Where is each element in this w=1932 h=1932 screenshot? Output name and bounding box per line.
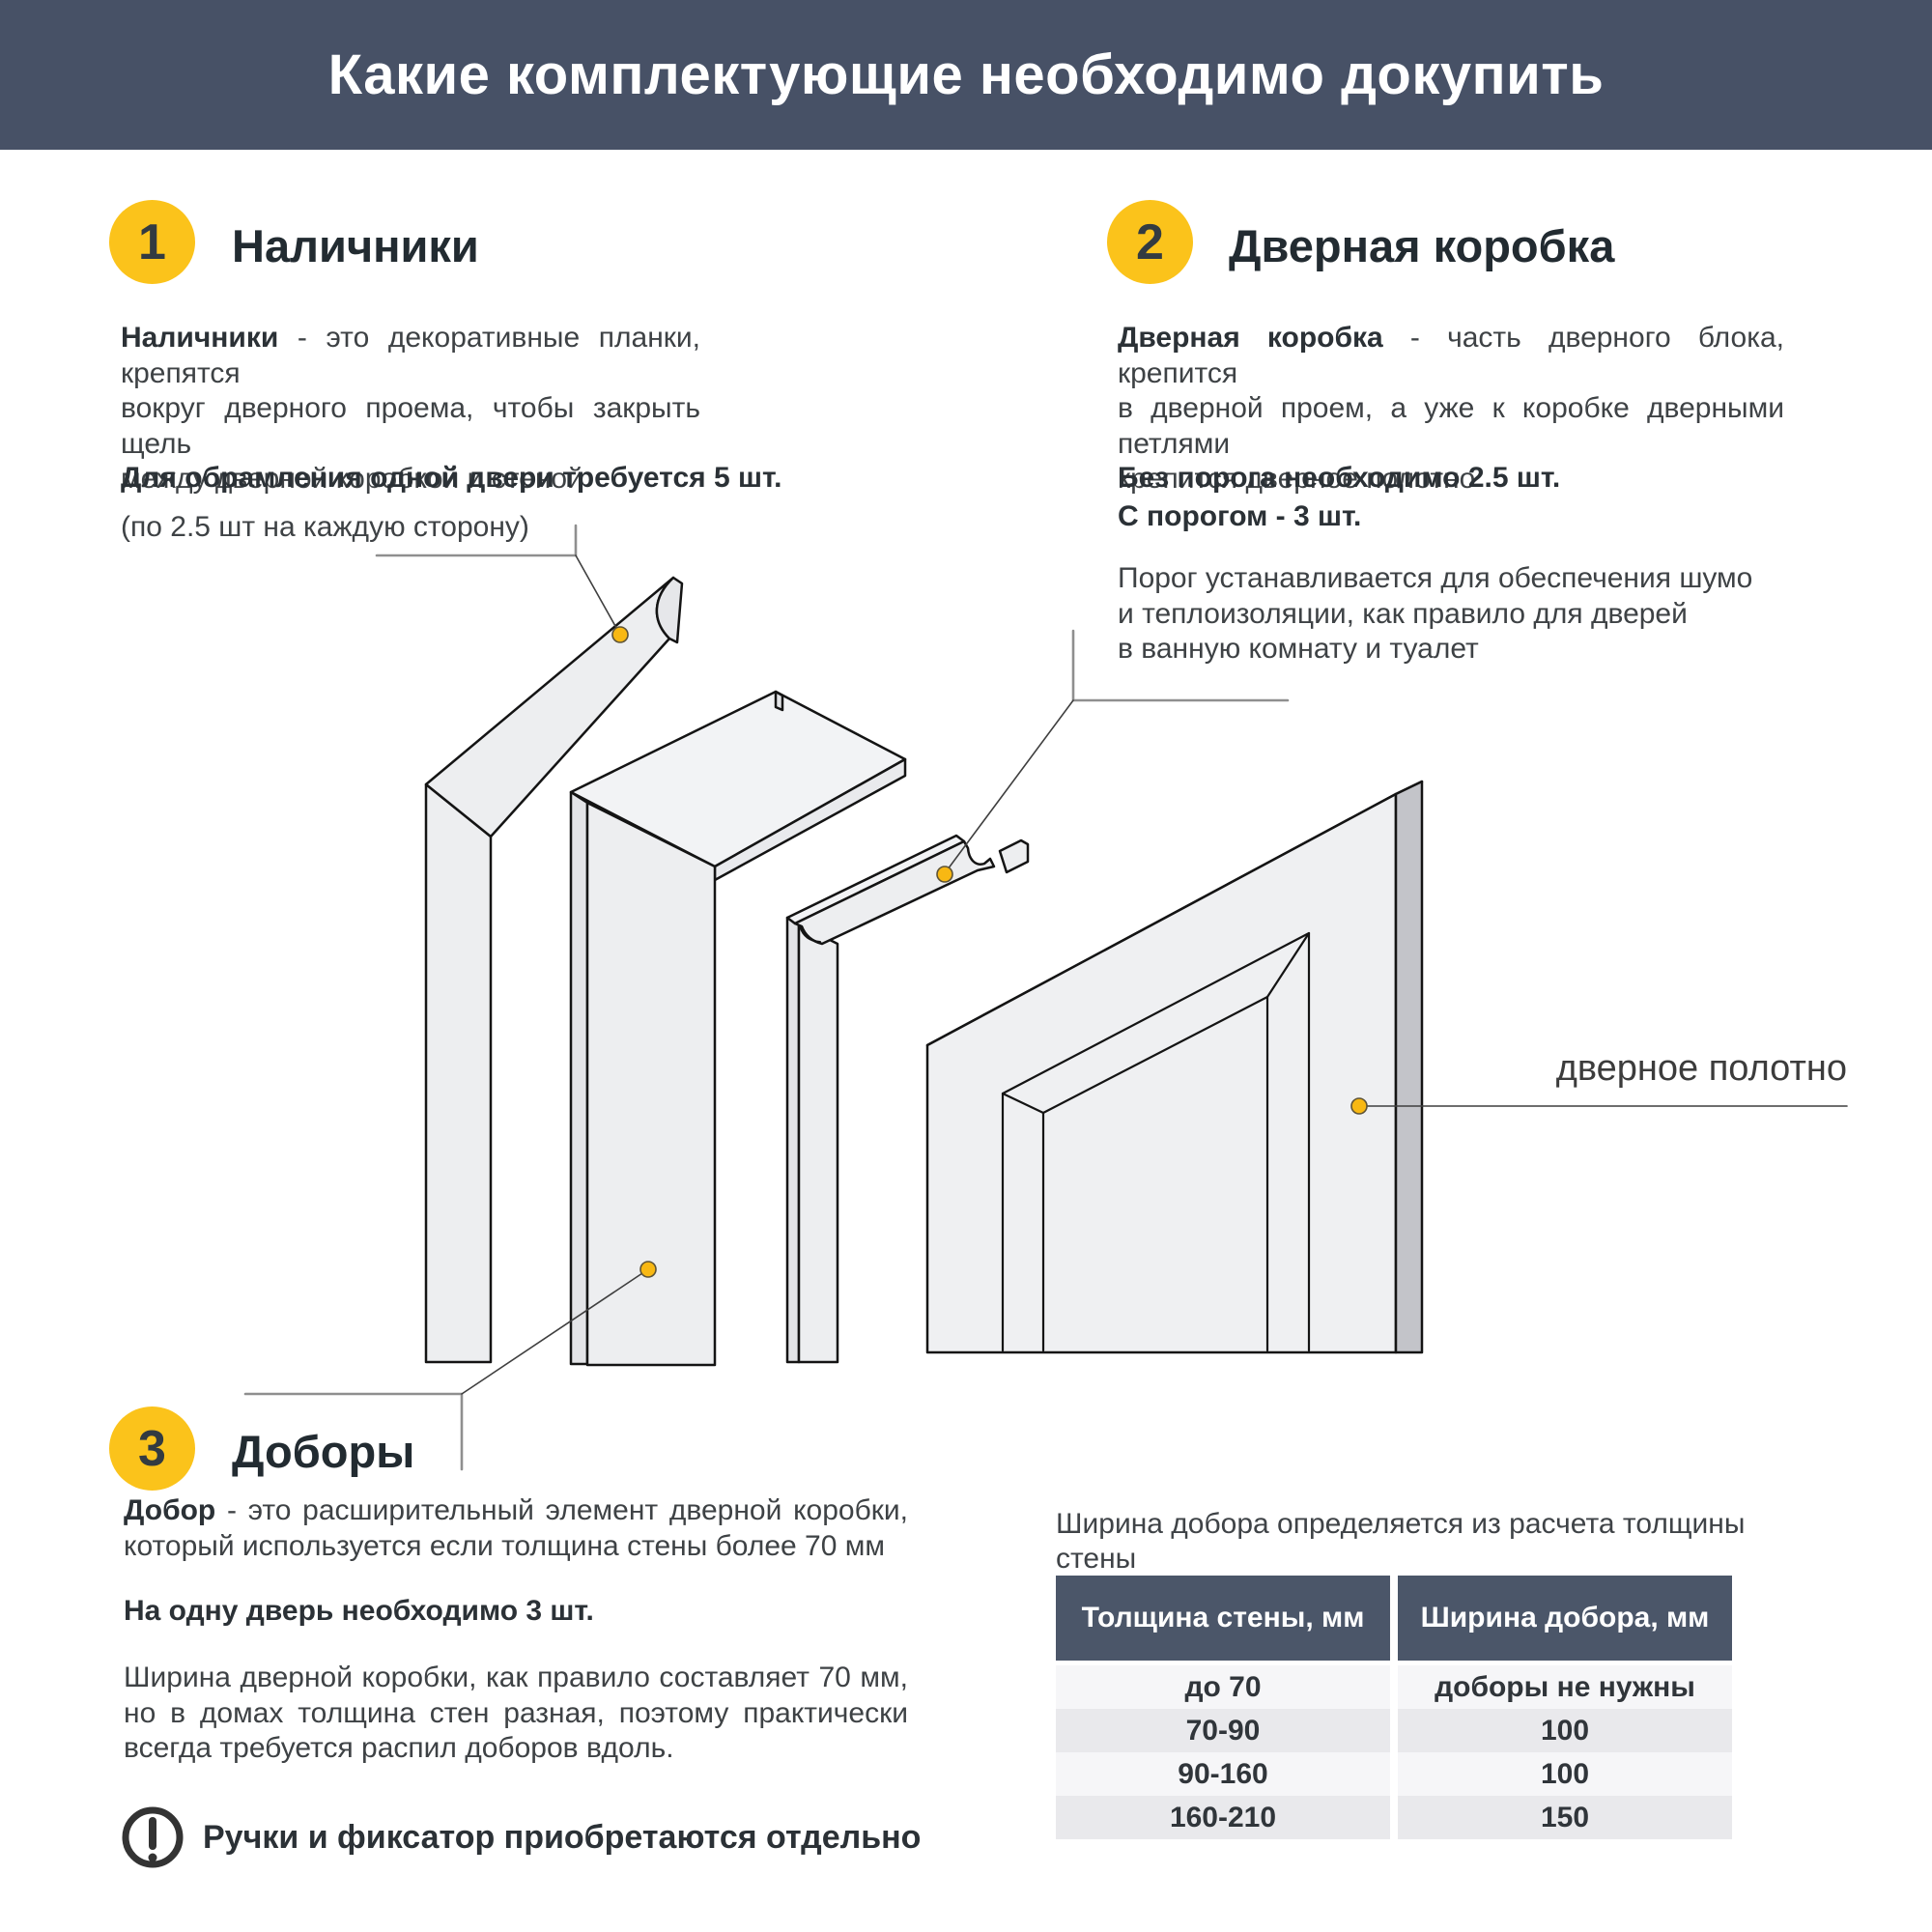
- frame-threshold-tab: [998, 838, 1030, 874]
- section-3-number: 3: [138, 1420, 166, 1477]
- threshold-leader-line: [944, 699, 1074, 874]
- table-cell: 100: [1398, 1709, 1732, 1752]
- door-leaf-piece: [925, 780, 1424, 1354]
- section-1-badge: 1: [109, 200, 195, 284]
- leaf-front-face: [925, 792, 1398, 1354]
- section-1-paragraph: Наличники - это декоративные планки, кре…: [121, 321, 700, 497]
- door-leaf-label: дверное полотно: [1555, 1048, 1847, 1089]
- paragraph-line: Добор - это расширительный элемент дверн…: [124, 1494, 908, 1526]
- section-3-title: Доборы: [232, 1426, 415, 1477]
- extension-width-table: Толщина стены, мм Ширина добора, мм до 7…: [1056, 1576, 1732, 1839]
- term-extension: Добор: [124, 1494, 216, 1526]
- leaf-recess-outer: [1001, 931, 1311, 1352]
- section-1-number: 1: [138, 213, 166, 270]
- section-2-badge: 2: [1107, 200, 1193, 284]
- term-casings: Наличники: [121, 322, 279, 354]
- casing-leader-line: [575, 554, 621, 636]
- threshold-note: Порог устанавливается для обеспечения шу…: [1118, 562, 1753, 665]
- frame-side-sliver: [785, 916, 801, 1364]
- section-2-title: Дверная коробка: [1229, 220, 1615, 271]
- threshold-marker-dot: [936, 866, 953, 883]
- section-2-paragraph: Дверная коробка - часть дверного блока, …: [1118, 321, 1784, 497]
- exclamation-icon: [122, 1806, 184, 1868]
- leaf-miter-bottom-left: [1001, 1092, 1045, 1115]
- paragraph-line: между дверной коробкой и стеной: [121, 463, 583, 495]
- casing-vertical-plank: [424, 782, 493, 1364]
- paragraph-line: Ширина дверной коробки, как правило сост…: [124, 1662, 908, 1693]
- extension-back-tab: [774, 690, 784, 712]
- table-cell: до 70: [1056, 1665, 1390, 1709]
- table-cell: 160-210: [1056, 1796, 1390, 1839]
- page-header: Какие комплектующие необходимо докупить: [0, 0, 1932, 150]
- table-cell: доборы не нужны: [1398, 1665, 1732, 1709]
- casing-piece: [424, 576, 684, 1364]
- casing-marker-dot: [611, 626, 629, 643]
- leaf-side-face: [1394, 780, 1424, 1354]
- warning-text: Ручки и фиксатор приобретаются отдельно: [203, 1819, 922, 1856]
- paragraph-line: Дверная коробка - часть дверного блока, …: [1118, 322, 1784, 389]
- page-title: Какие комплектующие необходимо докупить: [327, 43, 1605, 106]
- extension-marker-dot: [639, 1261, 657, 1278]
- table-header-wall-thickness: Толщина стены, мм: [1056, 1576, 1390, 1661]
- section-2-quantity: Без порога необходимо 2.5 шт. С порогом …: [1118, 462, 1561, 532]
- section-3-quantity: На одну дверь необходимо 3 шт.: [124, 1595, 594, 1627]
- table-header-row: Толщина стены, мм Ширина добора, мм: [1056, 1576, 1732, 1661]
- extension-leader-line: [461, 1268, 649, 1395]
- door-leaf-marker-dot: [1350, 1097, 1368, 1115]
- table-header-extension-width: Ширина добора, мм: [1398, 1576, 1732, 1661]
- section-1-quantity: Для обрамления одной двери требуется 5 ш…: [121, 462, 782, 494]
- section-3-paragraph-2: Ширина дверной коробки, как правило сост…: [124, 1661, 908, 1767]
- table-cell: 70-90: [1056, 1709, 1390, 1752]
- table-cell: 90-160: [1056, 1752, 1390, 1796]
- paragraph-line: крепится дверное полотно: [1118, 463, 1476, 495]
- section-1-title: Наличники: [232, 220, 479, 271]
- table-caption: Ширина добора определяется из расчета то…: [1056, 1508, 1746, 1575]
- section-3-paragraph: Добор - это расширительный элемент дверн…: [124, 1493, 908, 1564]
- section-1-quantity-note: (по 2.5 шт на каждую сторону): [121, 511, 529, 543]
- extension-piece: [569, 690, 907, 1367]
- extension-front-board: [585, 801, 717, 1367]
- leaf-recess-inner: [1041, 995, 1269, 1352]
- section-3-badge: 3: [109, 1406, 195, 1491]
- paragraph-line: вокруг дверного проема, чтобы закрыть ще…: [121, 392, 700, 460]
- section-2-number: 2: [1136, 213, 1164, 270]
- paragraph-line: в дверной проем, а уже к коробке дверным…: [1118, 392, 1784, 460]
- extension-side-sliver: [569, 790, 589, 1366]
- casing-end-face: [655, 576, 684, 644]
- paragraph-line: всегда требуется распил доборов вдоль.: [124, 1732, 674, 1764]
- term-door-frame: Дверная коробка: [1118, 322, 1383, 354]
- frame-top-board: [793, 839, 996, 946]
- frame-vertical-jamb: [797, 923, 839, 1364]
- table-cell: 150: [1398, 1796, 1732, 1839]
- paragraph-line: но в домах толщина стен разная, поэтому …: [124, 1696, 908, 1729]
- table-body: до 70 доборы не нужны 70-90 100 90-160 1…: [1056, 1665, 1732, 1839]
- frame-cove-line: [799, 925, 821, 943]
- leaf-miter-top-right: [1265, 931, 1311, 999]
- table-cell: 100: [1398, 1752, 1732, 1796]
- paragraph-line: который используется если толщина стены …: [124, 1529, 885, 1562]
- paragraph-line: Наличники - это декоративные планки, кре…: [121, 322, 700, 389]
